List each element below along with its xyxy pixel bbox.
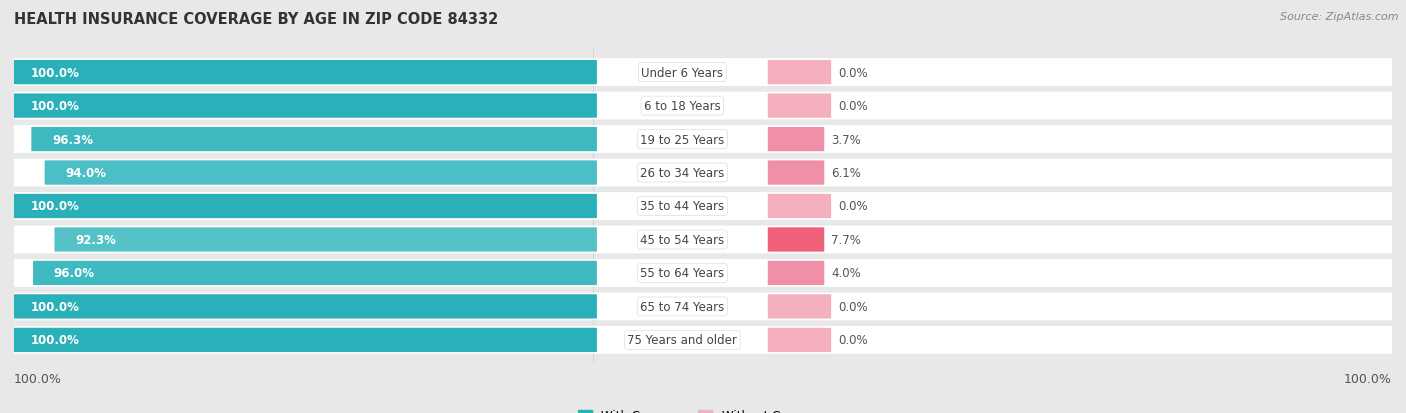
Text: 3.7%: 3.7% bbox=[831, 133, 860, 146]
Text: 0.0%: 0.0% bbox=[838, 200, 868, 213]
Text: 92.3%: 92.3% bbox=[75, 233, 117, 247]
Text: 75 Years and older: 75 Years and older bbox=[627, 334, 737, 347]
FancyBboxPatch shape bbox=[55, 228, 598, 252]
Text: 0.0%: 0.0% bbox=[838, 66, 868, 79]
FancyBboxPatch shape bbox=[10, 328, 598, 352]
FancyBboxPatch shape bbox=[768, 228, 824, 252]
Text: 96.3%: 96.3% bbox=[52, 133, 93, 146]
FancyBboxPatch shape bbox=[768, 195, 831, 218]
FancyBboxPatch shape bbox=[768, 294, 831, 319]
FancyBboxPatch shape bbox=[768, 328, 831, 352]
Text: 6 to 18 Years: 6 to 18 Years bbox=[644, 100, 721, 113]
Text: 96.0%: 96.0% bbox=[53, 267, 94, 280]
Text: 55 to 64 Years: 55 to 64 Years bbox=[640, 267, 724, 280]
Text: 0.0%: 0.0% bbox=[838, 300, 868, 313]
Text: Source: ZipAtlas.com: Source: ZipAtlas.com bbox=[1281, 12, 1399, 22]
FancyBboxPatch shape bbox=[7, 226, 1399, 254]
Text: 100.0%: 100.0% bbox=[31, 200, 80, 213]
Text: 100.0%: 100.0% bbox=[31, 300, 80, 313]
Text: 100.0%: 100.0% bbox=[31, 100, 80, 113]
FancyBboxPatch shape bbox=[34, 261, 598, 285]
FancyBboxPatch shape bbox=[7, 159, 1399, 187]
Text: 7.7%: 7.7% bbox=[831, 233, 860, 247]
FancyBboxPatch shape bbox=[768, 94, 831, 119]
Text: 4.0%: 4.0% bbox=[831, 267, 860, 280]
Text: 100.0%: 100.0% bbox=[14, 372, 62, 385]
FancyBboxPatch shape bbox=[7, 293, 1399, 320]
FancyBboxPatch shape bbox=[7, 192, 1399, 221]
Text: 35 to 44 Years: 35 to 44 Years bbox=[640, 200, 724, 213]
FancyBboxPatch shape bbox=[7, 93, 1399, 120]
FancyBboxPatch shape bbox=[768, 128, 824, 152]
FancyBboxPatch shape bbox=[10, 294, 598, 319]
FancyBboxPatch shape bbox=[10, 61, 598, 85]
Text: 100.0%: 100.0% bbox=[1344, 372, 1392, 385]
Text: 65 to 74 Years: 65 to 74 Years bbox=[640, 300, 724, 313]
FancyBboxPatch shape bbox=[10, 94, 598, 119]
Text: 6.1%: 6.1% bbox=[831, 166, 860, 180]
Text: 45 to 54 Years: 45 to 54 Years bbox=[640, 233, 724, 247]
FancyBboxPatch shape bbox=[7, 259, 1399, 287]
Text: 94.0%: 94.0% bbox=[65, 166, 107, 180]
Text: HEALTH INSURANCE COVERAGE BY AGE IN ZIP CODE 84332: HEALTH INSURANCE COVERAGE BY AGE IN ZIP … bbox=[14, 12, 498, 27]
FancyBboxPatch shape bbox=[45, 161, 598, 185]
Text: 26 to 34 Years: 26 to 34 Years bbox=[640, 166, 724, 180]
FancyBboxPatch shape bbox=[7, 59, 1399, 87]
FancyBboxPatch shape bbox=[10, 195, 598, 218]
FancyBboxPatch shape bbox=[768, 161, 824, 185]
Legend: With Coverage, Without Coverage: With Coverage, Without Coverage bbox=[572, 404, 834, 413]
FancyBboxPatch shape bbox=[7, 326, 1399, 354]
Text: 100.0%: 100.0% bbox=[31, 334, 80, 347]
Text: 0.0%: 0.0% bbox=[838, 334, 868, 347]
FancyBboxPatch shape bbox=[768, 61, 831, 85]
Text: 19 to 25 Years: 19 to 25 Years bbox=[640, 133, 724, 146]
Text: Under 6 Years: Under 6 Years bbox=[641, 66, 723, 79]
FancyBboxPatch shape bbox=[768, 261, 824, 285]
FancyBboxPatch shape bbox=[7, 126, 1399, 154]
Text: 100.0%: 100.0% bbox=[31, 66, 80, 79]
FancyBboxPatch shape bbox=[31, 128, 598, 152]
Text: 0.0%: 0.0% bbox=[838, 100, 868, 113]
